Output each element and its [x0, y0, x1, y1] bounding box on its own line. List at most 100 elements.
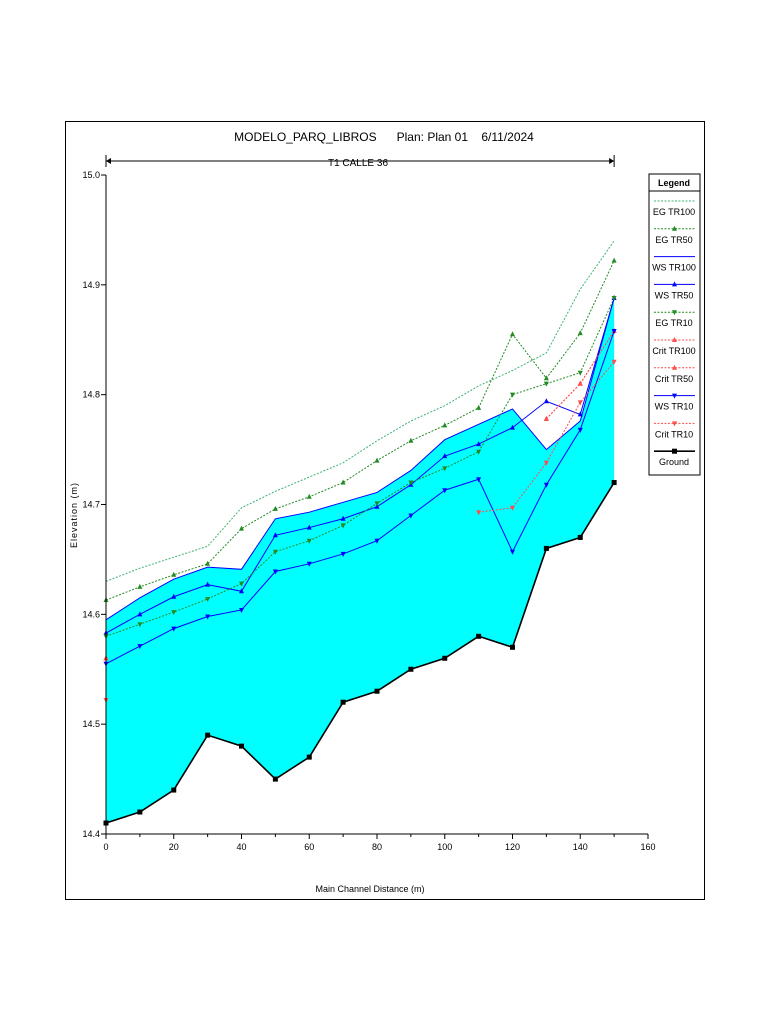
point-crit-tr50 [543, 415, 549, 421]
x-tick-label: 40 [236, 842, 246, 852]
point-eg-tr10 [442, 466, 448, 472]
legend-label-eg-tr10: EG TR10 [655, 318, 692, 328]
legend-marker-ground [672, 448, 677, 454]
legend-marker-eg-tr50 [672, 225, 677, 231]
point-ws-tr50 [239, 588, 244, 594]
point-ws-tr50 [510, 424, 515, 430]
point-eg-tr50 [137, 583, 143, 589]
point-eg-tr10 [171, 610, 177, 616]
x-tick-label: 100 [437, 842, 452, 852]
point-eg-tr50 [510, 331, 515, 337]
series-line-crit-tr10 [478, 361, 615, 513]
point-ws-tr10 [611, 328, 617, 334]
point-ground [510, 644, 515, 650]
series-ws-tr100 [105, 297, 615, 621]
point-eg-tr50 [408, 437, 414, 443]
legend-marker-eg-tr10 [672, 310, 677, 316]
point-eg-tr50 [306, 493, 312, 499]
point-ws-tr50 [306, 524, 312, 530]
point-eg-tr10 [408, 480, 414, 486]
y-axis-title: Elevation (m) [69, 482, 79, 548]
point-ws-tr50 [476, 441, 482, 447]
point-ground [476, 633, 482, 639]
point-eg-tr10 [272, 549, 278, 555]
point-ws-tr50 [577, 411, 583, 417]
x-tick-label: 0 [103, 842, 108, 852]
point-eg-tr50 [374, 457, 380, 463]
point-ws-tr50 [442, 453, 448, 459]
profile-chart: MODELO_PARQ_LIBROS Plan: Plan 01 6/11/20… [69, 130, 701, 894]
series-line-ws-tr10 [105, 330, 615, 665]
point-ws-tr10 [306, 561, 312, 567]
y-tick-label: 14.7 [82, 500, 100, 510]
legend: Legend EG TR100 EG TR50 WS TR100 WS TR50 EG … [648, 173, 701, 476]
point-ws-tr10 [137, 644, 143, 650]
point-ws-tr10 [272, 569, 278, 575]
point-ws-tr10 [408, 513, 414, 519]
legend-label-ground: Ground [659, 457, 689, 467]
y-tick-label: 14.5 [82, 719, 100, 729]
point-ground [171, 787, 177, 793]
point-ground [239, 743, 244, 749]
point-eg-tr10 [510, 392, 515, 398]
point-eg-tr10 [374, 501, 380, 507]
point-ground [442, 655, 448, 661]
point-eg-tr50 [543, 375, 549, 381]
point-eg-tr10 [611, 296, 617, 302]
point-eg-tr50 [577, 330, 583, 336]
point-eg-tr10 [205, 596, 211, 602]
legend-label-crit-tr10: Crit TR10 [655, 429, 693, 439]
point-ws-tr50 [171, 593, 177, 599]
legend-marker-crit-tr100 [672, 337, 677, 342]
point-ws-tr10 [543, 482, 549, 488]
point-eg-tr10 [239, 581, 244, 587]
point-eg-tr50 [272, 505, 278, 511]
point-ground [137, 809, 143, 815]
point-ws-tr10 [340, 551, 346, 557]
water-fill [106, 298, 615, 824]
point-eg-tr50 [239, 525, 244, 531]
chart-frame: MODELO_PARQ_LIBROS Plan: Plan 01 6/11/20… [65, 121, 705, 900]
point-ground [374, 688, 380, 694]
x-tick-label: 80 [372, 842, 382, 852]
x-tick-label: 60 [304, 842, 314, 852]
point-ws-tr10 [205, 614, 211, 620]
legend-label-eg-tr50: EG TR50 [655, 235, 692, 245]
y-tick-label: 14.6 [82, 609, 100, 619]
point-eg-tr10 [476, 449, 482, 455]
series-crit-tr10 [103, 359, 617, 704]
point-ws-tr10 [510, 549, 515, 555]
legend-marker-ws-tr10 [672, 393, 677, 399]
legend-title: Legend [658, 178, 690, 188]
point-eg-tr10 [577, 370, 583, 376]
x-tick-label: 20 [169, 842, 179, 852]
legend-marker-ws-tr50 [672, 281, 677, 287]
series-ws-tr10 [103, 328, 617, 667]
legend-label-ws-tr100: WS TR100 [652, 263, 696, 273]
point-eg-tr10 [543, 381, 549, 387]
point-ground [306, 754, 312, 760]
point-eg-tr50 [205, 560, 211, 566]
point-ground [408, 666, 414, 672]
series-ground [103, 480, 617, 826]
legend-label-ws-tr10: WS TR10 [655, 402, 694, 412]
x-axis-title: Main Channel Distance (m) [315, 884, 424, 894]
point-ws-tr50 [137, 611, 143, 617]
point-crit-tr10 [543, 460, 549, 466]
point-crit-tr10 [510, 505, 515, 511]
point-ws-tr50 [205, 581, 211, 587]
legend-label-ws-tr50: WS TR50 [655, 290, 694, 300]
y-tick-label: 14.8 [82, 390, 100, 400]
point-ws-tr50 [340, 515, 346, 521]
y-tick-label: 14.9 [82, 280, 100, 290]
point-eg-tr10 [340, 523, 346, 529]
x-tick-label: 140 [573, 842, 588, 852]
series-line-ground [105, 482, 615, 824]
chart-title: MODELO_PARQ_LIBROS Plan: Plan 01 6/11/20… [234, 130, 534, 144]
point-eg-tr10 [137, 622, 143, 628]
series-line-ws-tr100 [105, 297, 615, 621]
legend-label-crit-tr100: Crit TR100 [652, 346, 695, 356]
point-ws-tr10 [476, 477, 482, 483]
point-eg-tr50 [340, 479, 346, 485]
point-ground [272, 776, 278, 782]
